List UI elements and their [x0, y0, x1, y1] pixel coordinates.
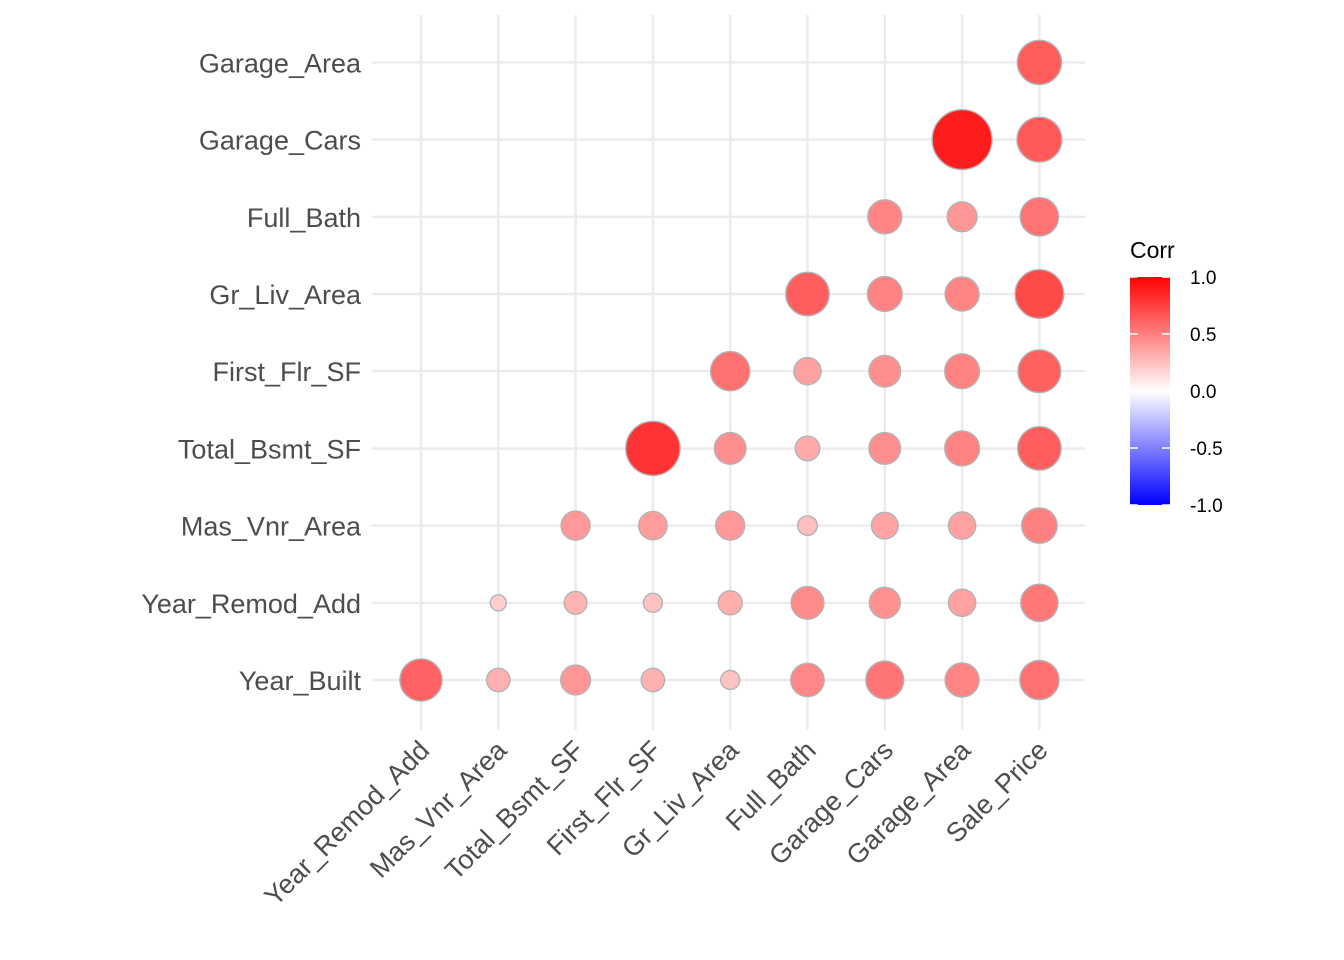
- corr-point-Year_Remod_Add-Full_Bath: [790, 585, 825, 620]
- x-tick-label: Mas_Vnr_Area: [364, 734, 513, 883]
- corr-point-First_Flr_SF-Garage_Cars: [868, 354, 902, 388]
- corr-point-Full_Bath-Garage_Cars: [867, 199, 903, 235]
- corr-point-Total_Bsmt_SF-Full_Bath: [794, 435, 821, 462]
- corr-point-Gr_Liv_Area-Sale_Price: [1014, 269, 1065, 320]
- corr-point-Garage_Area-Sale_Price: [1016, 39, 1063, 86]
- y-tick-label: First_Flr_SF: [213, 357, 362, 387]
- legend-tick-label: -1.0: [1190, 496, 1223, 517]
- corr-point-Year_Built-Gr_Liv_Area: [720, 669, 741, 691]
- corr-point-Year_Remod_Add-Total_Bsmt_SF: [563, 590, 588, 615]
- corr-point-Year_Remod_Add-Garage_Area: [947, 588, 977, 618]
- corr-point-Gr_Liv_Area-Full_Bath: [785, 271, 830, 317]
- corr-point-Mas_Vnr_Area-Full_Bath: [797, 515, 819, 537]
- y-tick-label: Mas_Vnr_Area: [181, 512, 362, 542]
- corr-point-Total_Bsmt_SF-Sale_Price: [1017, 425, 1062, 471]
- corr-point-First_Flr_SF-Garage_Area: [943, 353, 981, 390]
- legend-tick-label: 1.0: [1190, 268, 1216, 289]
- corr-point-Mas_Vnr_Area-Garage_Area: [947, 511, 977, 540]
- x-tick-label: Total_Bsmt_SF: [439, 735, 590, 886]
- corr-point-Year_Built-Garage_Cars: [865, 660, 905, 700]
- y-tick-label: Full_Bath: [247, 203, 361, 233]
- y-tick-label: Garage_Cars: [199, 126, 361, 156]
- corr-point-Garage_Cars-Sale_Price: [1016, 116, 1063, 163]
- y-tick-label: Year_Built: [239, 666, 362, 696]
- corr-point-Mas_Vnr_Area-Garage_Cars: [870, 511, 899, 540]
- y-axis-tick-labels: Year_Built Year_Remod_Add Mas_Vnr_Area Tota…: [141, 48, 362, 696]
- corr-point-Total_Bsmt_SF-Garage_Cars: [868, 431, 902, 465]
- legend-title: Corr: [1130, 237, 1175, 263]
- corr-point-Mas_Vnr_Area-Gr_Liv_Area: [715, 510, 746, 541]
- corr-point-Year_Built-Full_Bath: [790, 662, 825, 698]
- corr-point-Year_Built-Total_Bsmt_SF: [559, 664, 592, 696]
- corr-point-Total_Bsmt_SF-Gr_Liv_Area: [713, 431, 747, 465]
- corr-point-Mas_Vnr_Area-Sale_Price: [1021, 507, 1058, 544]
- y-tick-label: Total_Bsmt_SF: [178, 434, 361, 464]
- corr-point-Mas_Vnr_Area-First_Flr_SF: [638, 510, 668, 541]
- corr-point-Year_Remod_Add-Garage_Cars: [868, 586, 901, 619]
- corr-point-Garage_Cars-Garage_Area: [931, 109, 993, 171]
- legend: Corr 1.0 0.5 0.0 -0.5 -1.0: [1130, 237, 1223, 517]
- y-tick-label: Gr_Liv_Area: [209, 280, 362, 310]
- corr-point-Gr_Liv_Area-Garage_Cars: [866, 275, 903, 313]
- corr-point-Year_Built-First_Flr_SF: [640, 667, 666, 693]
- correlation-points: [399, 39, 1065, 702]
- legend-tick-label: 0.0: [1190, 382, 1216, 403]
- corr-point-First_Flr_SF-Full_Bath: [793, 356, 822, 386]
- legend-tick-label: -0.5: [1190, 439, 1223, 460]
- y-tick-label: Year_Remod_Add: [141, 589, 361, 619]
- corr-point-Year_Remod_Add-Sale_Price: [1020, 583, 1059, 623]
- corr-point-Year_Built-Year_Remod_Add: [399, 658, 443, 702]
- corr-point-Total_Bsmt_SF-First_Flr_SF: [625, 420, 681, 477]
- corr-point-Year_Remod_Add-Mas_Vnr_Area: [489, 594, 507, 612]
- legend-tick-label: 0.5: [1190, 325, 1216, 346]
- corr-point-Year_Built-Sale_Price: [1019, 659, 1060, 701]
- corr-point-Year_Built-Mas_Vnr_Area: [485, 667, 511, 693]
- corr-point-Full_Bath-Garage_Area: [946, 201, 978, 233]
- corr-point-Mas_Vnr_Area-Total_Bsmt_SF: [560, 510, 591, 541]
- y-tick-label: Garage_Area: [199, 48, 362, 78]
- corr-point-First_Flr_SF-Sale_Price: [1017, 349, 1062, 394]
- x-axis-tick-labels: Year_Remod_AddMas_Vnr_AreaTotal_Bsmt_SFF…: [259, 734, 1054, 911]
- corr-point-Year_Remod_Add-First_Flr_SF: [642, 592, 664, 613]
- corr-point-Gr_Liv_Area-Garage_Area: [944, 276, 980, 312]
- corr-point-First_Flr_SF-Gr_Liv_Area: [709, 350, 751, 392]
- corr-point-Total_Bsmt_SF-Garage_Area: [943, 430, 981, 467]
- corr-point-Year_Built-Garage_Area: [944, 662, 980, 698]
- corr-point-Year_Remod_Add-Gr_Liv_Area: [717, 590, 743, 616]
- corr-point-Full_Bath-Sale_Price: [1019, 196, 1060, 237]
